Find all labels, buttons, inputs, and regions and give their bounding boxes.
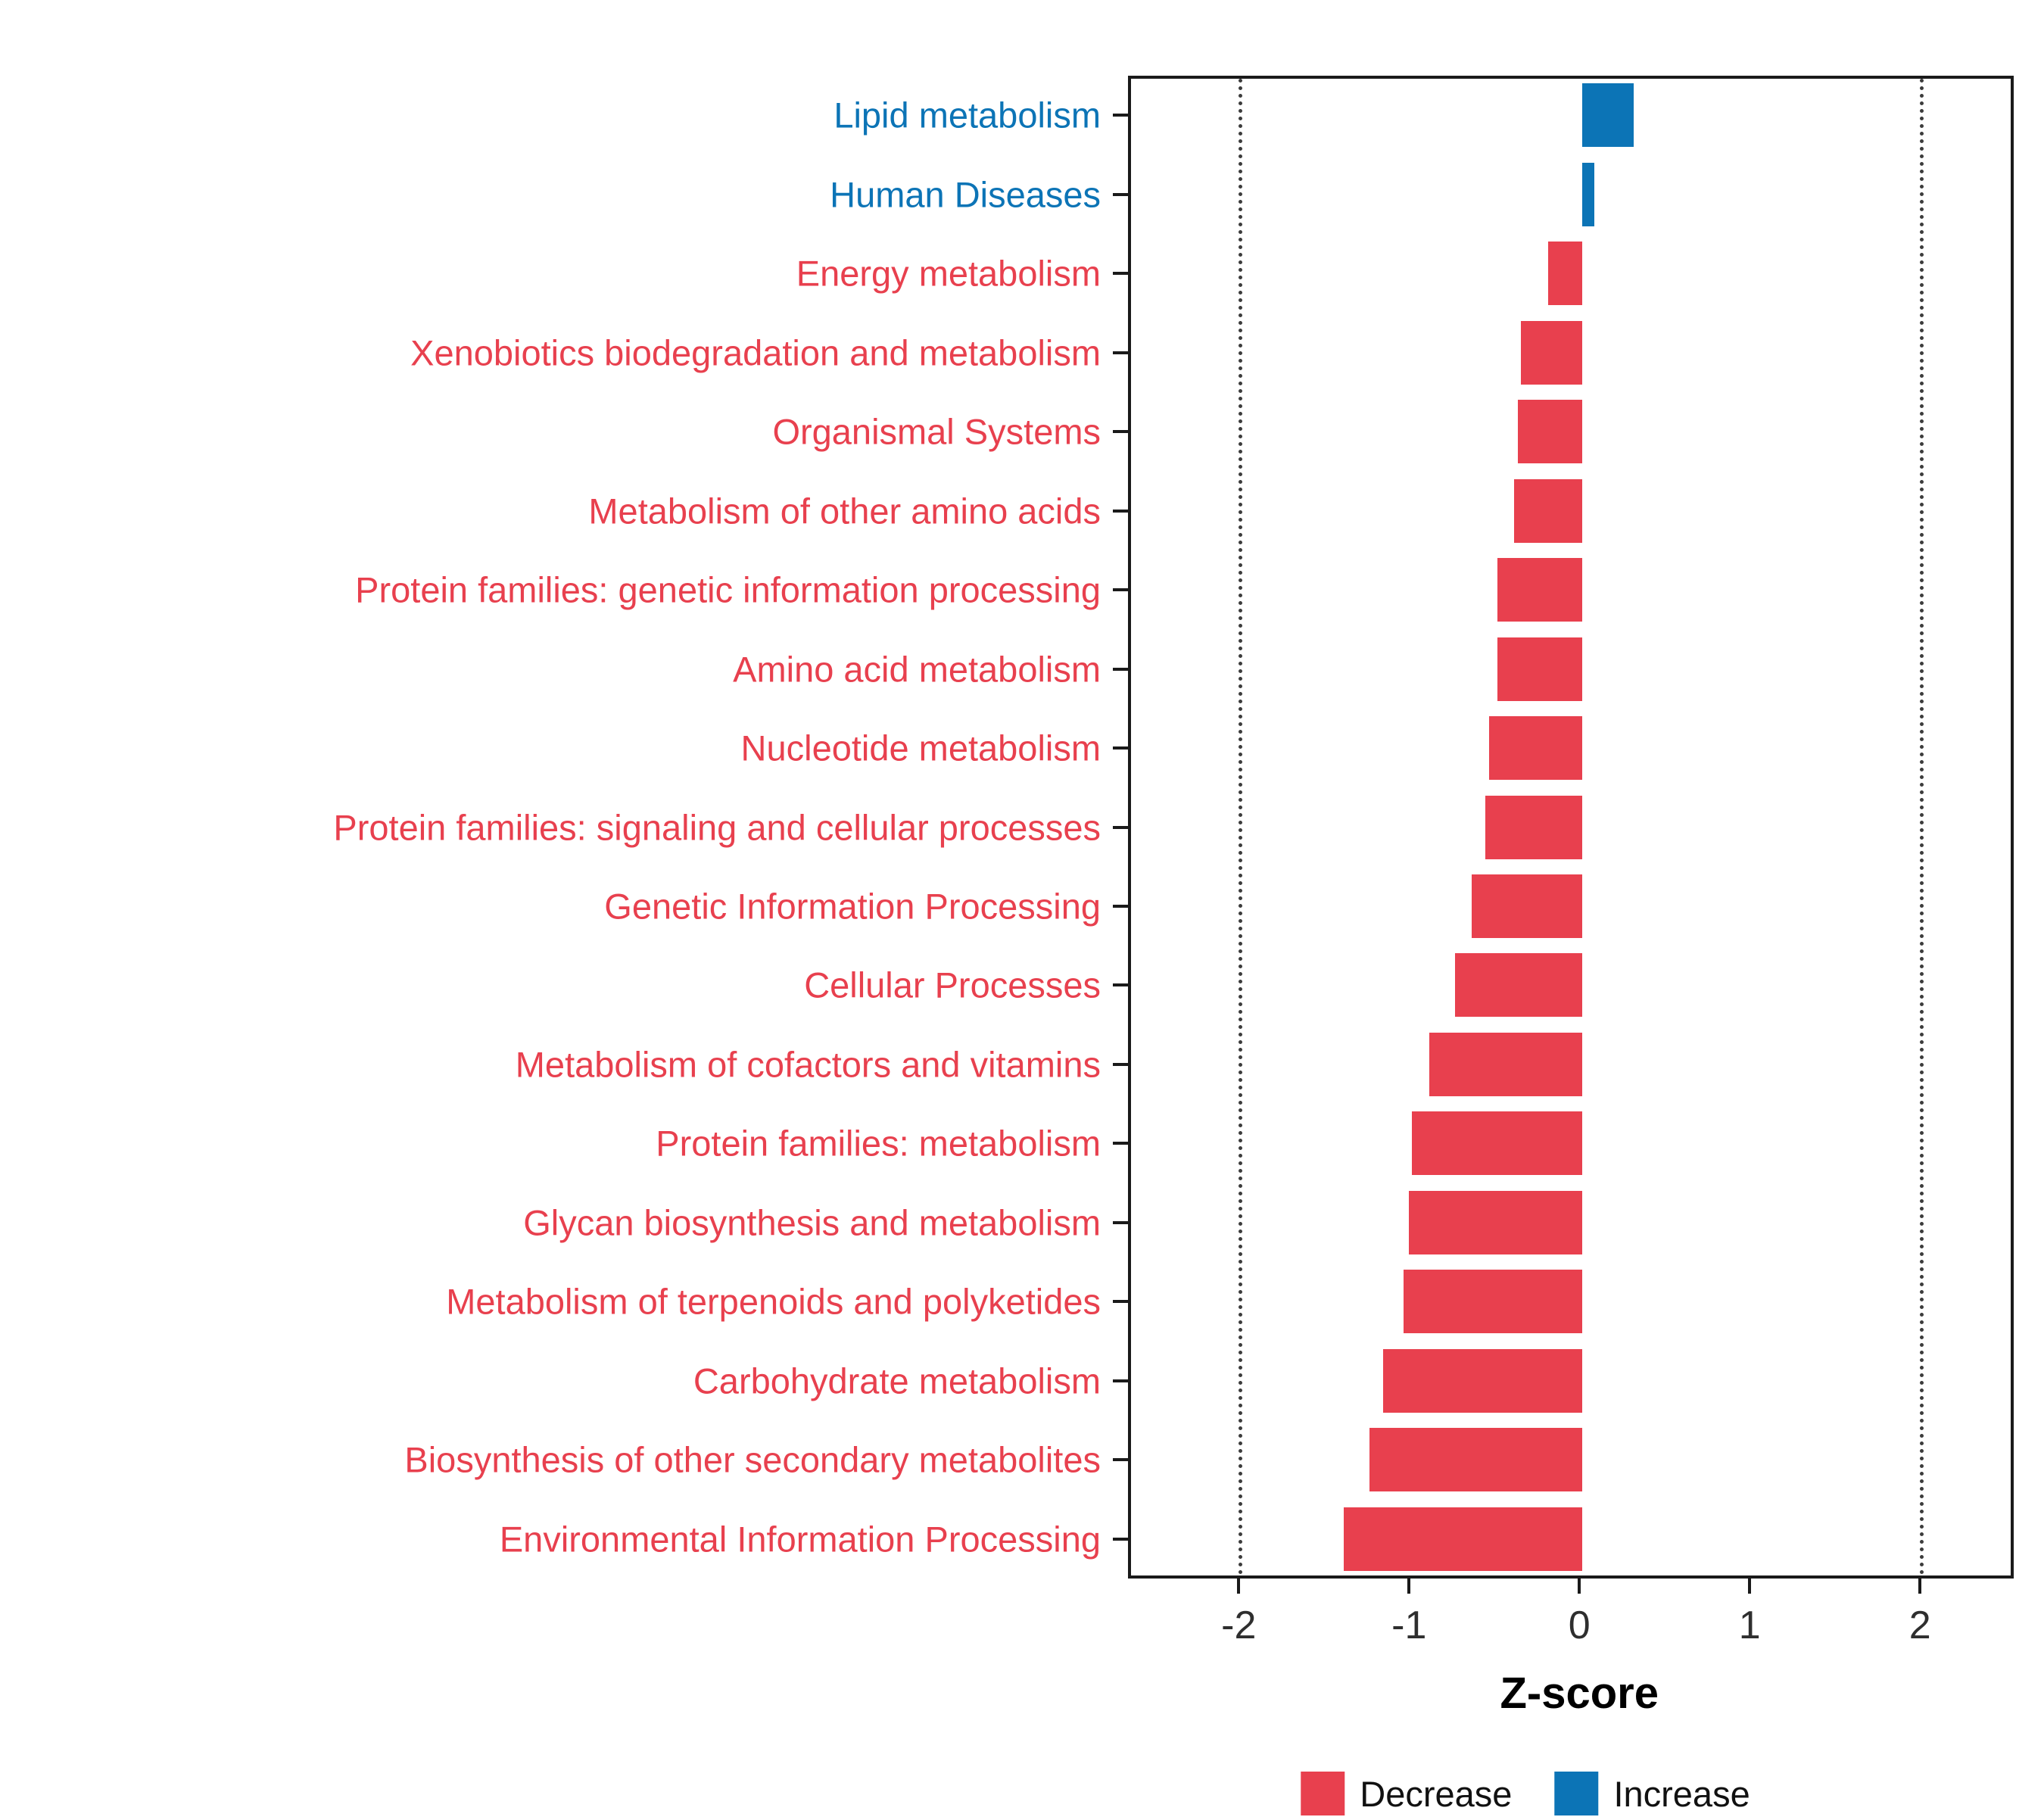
y-tick-mark [1113,430,1128,434]
bar [1383,1348,1583,1413]
bar [1404,1270,1583,1334]
y-tick-mark [1113,272,1128,276]
increase-label: Increase [1613,1773,1750,1814]
legend: Decrease Increase [1301,1772,1750,1815]
x-tick-mark [1748,1579,1752,1594]
bar [1488,716,1583,781]
y-tick-mark [1113,904,1128,908]
category-label: Nucleotide metabolism [740,728,1101,768]
category-label: Organismal Systems [772,411,1101,452]
x-tick-label: -2 [1221,1604,1257,1647]
y-tick-mark [1113,1458,1128,1462]
category-label: Metabolism of cofactors and vitamins [515,1044,1101,1085]
y-tick-mark [1113,1062,1128,1066]
bar [1472,874,1583,938]
bar [1582,162,1594,226]
category-label: Protein families: genetic information pr… [355,569,1101,610]
bar [1412,1111,1583,1176]
category-label: Biosynthesis of other secondary metaboli… [404,1439,1101,1480]
legend-item-decrease: Decrease [1301,1772,1512,1815]
y-tick-mark [1113,1220,1128,1224]
y-tick-mark [1113,1379,1128,1382]
category-label: Cellular Processes [804,965,1101,1005]
bar [1369,1428,1583,1492]
x-tick-label: 2 [1908,1604,1931,1647]
category-label: Human Diseases [830,174,1101,215]
legend-item-increase: Increase [1554,1772,1750,1815]
bar [1582,83,1634,148]
bar [1514,478,1583,543]
bar [1344,1507,1583,1571]
bar [1429,1032,1583,1096]
plot-panel [1128,76,2014,1579]
category-label: Carbohydrate metabolism [693,1360,1101,1401]
category-label: Xenobiotics biodegradation and metabolis… [410,332,1101,372]
category-label: Genetic Information Processing [604,886,1101,927]
threshold-gridline [1239,79,1243,1575]
x-tick-mark [1578,1579,1581,1594]
category-label: Metabolism of terpenoids and polyketides [446,1281,1101,1322]
y-tick-mark [1113,351,1128,354]
y-tick-mark [1113,1300,1128,1304]
category-label: Environmental Information Processing [499,1519,1101,1560]
y-tick-mark [1113,588,1128,592]
y-tick-mark [1113,1142,1128,1145]
bar [1517,400,1583,464]
decrease-swatch-icon [1301,1772,1345,1815]
increase-swatch-icon [1554,1772,1599,1815]
threshold-gridline [1920,79,1924,1575]
y-tick-mark [1113,667,1128,671]
x-tick-mark [1237,1579,1241,1594]
category-label: Protein families: metabolism [656,1123,1101,1164]
category-label: Amino acid metabolism [733,648,1101,689]
bar [1497,637,1583,701]
y-tick-mark [1113,825,1128,829]
y-tick-mark [1113,746,1128,750]
bar [1497,558,1583,622]
x-tick-mark [1407,1579,1411,1594]
x-tick-label: -1 [1391,1604,1427,1647]
category-label: Glycan biosynthesis and metabolism [523,1202,1101,1243]
bar [1521,320,1583,385]
x-tick-label: 0 [1568,1604,1591,1647]
bar [1485,795,1583,859]
bar [1408,1190,1583,1254]
y-tick-mark [1113,983,1128,987]
bar [1454,953,1583,1018]
y-tick-mark [1113,1537,1128,1541]
y-tick-mark [1113,114,1128,117]
category-label: Protein families: signaling and cellular… [333,806,1101,847]
y-tick-mark [1113,509,1128,513]
category-label: Metabolism of other amino acids [588,490,1101,531]
y-tick-mark [1113,192,1128,196]
category-label: Energy metabolism [796,253,1101,294]
x-tick-mark [1918,1579,1922,1594]
bar [1548,242,1583,306]
x-tick-label: 1 [1738,1604,1761,1647]
x-axis-title: Z-score [1500,1669,1659,1718]
category-label: Lipid metabolism [833,95,1101,136]
decrease-label: Decrease [1360,1773,1513,1814]
